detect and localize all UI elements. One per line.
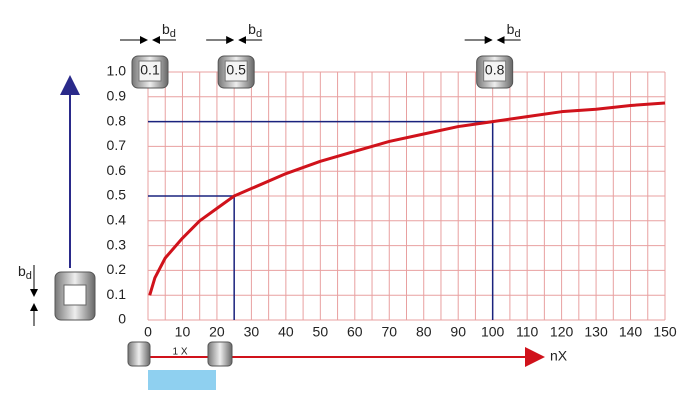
y-tick-label: 0.5 [107,187,127,203]
y-tick-label: 0.7 [107,137,127,153]
lens-label: 0.8 [485,62,505,78]
x-tick-label: 90 [450,324,466,340]
bd-label: bd [248,21,262,40]
y-tick-label: 0 [118,311,126,327]
x-tick-label: 50 [313,324,329,340]
x-tick-label: 30 [244,324,260,340]
bd-label: bd [162,21,176,40]
lens-window [224,60,248,82]
bd-main: b [507,21,515,37]
bd-main: b [248,21,256,37]
x-tick-label: 60 [347,324,363,340]
y-tick-label: 0.6 [107,162,127,178]
x-tick-label: 140 [619,324,643,340]
y-tick-label: 0.2 [107,261,127,277]
bottom-lens [127,341,151,367]
water [148,370,216,390]
x-tick-label: 40 [278,324,294,340]
bd-main: b [162,21,170,37]
bottom-lens [207,341,233,367]
x-tick-label: 100 [481,324,505,340]
lens-window [138,60,162,82]
x-tick-label: 20 [209,324,225,340]
y-tick-label: 1.0 [107,63,127,79]
y-tick-label: 0.4 [107,212,127,228]
bd-sub: d [514,28,520,40]
guide-line [148,195,235,320]
x-tick-label: 150 [653,324,677,340]
side-lens-window [63,284,87,306]
bd-sub: d [170,28,176,40]
x-tick-label: 0 [144,324,152,340]
y-tick-label: 0.9 [107,88,127,104]
bd-label: bd [18,263,32,282]
x-axis-label: nX [550,348,568,364]
spacing-label: 1 X [172,347,187,358]
lens-window [483,60,507,82]
curve [148,101,666,296]
lens-label: 0.5 [226,62,246,78]
y-tick-label: 0.3 [107,236,127,252]
x-tick-label: 130 [584,324,608,340]
x-tick-label: 80 [416,324,432,340]
x-tick-label: 10 [175,324,191,340]
bd-sub: d [256,28,262,40]
x-tick-label: 110 [516,324,539,340]
y-tick-label: 0.1 [107,286,127,302]
lens-label: 0.1 [140,62,160,78]
x-tick-label: 70 [381,324,397,340]
x-tick-label: 120 [550,324,574,340]
bd-label: bd [507,21,521,40]
y-tick-label: 0.8 [107,112,127,128]
